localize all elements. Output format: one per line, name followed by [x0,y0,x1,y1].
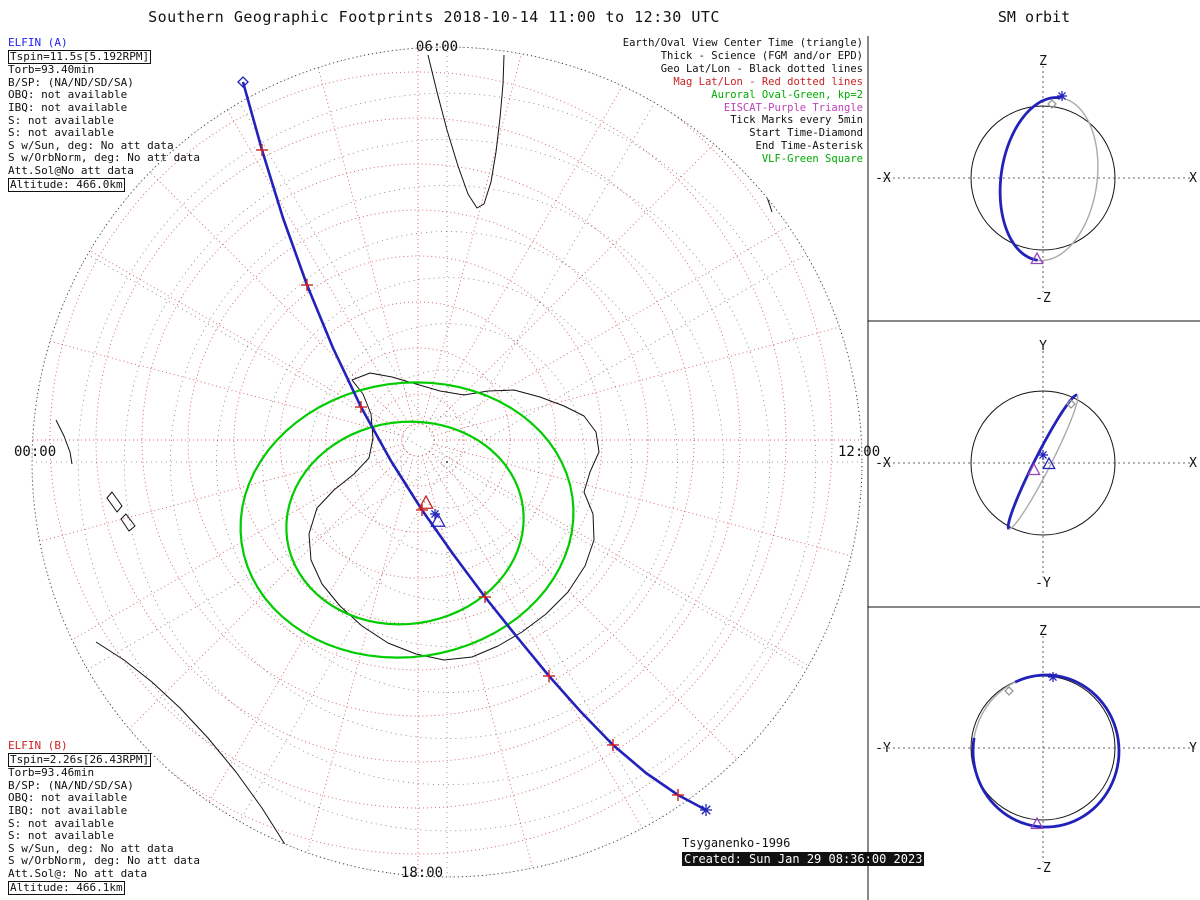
text-line: S w/Sun, deg: No att data [8,138,174,152]
text-line: Geo Lat/Lon - Black dotted lines [660,62,863,75]
text-line: Torb=93.40min [8,63,95,77]
svg-text:X: X [1189,456,1197,471]
svg-text:-Z: -Z [1035,861,1051,876]
text-line: Torb=93.46min [8,766,95,780]
orbit-panel-xz: Z -Z -X X [875,54,1197,306]
sm-orbit-title: SM orbit [997,8,1071,26]
text-line: Att.Sol@: No att data [8,866,148,880]
text-line: S: not available [8,113,114,127]
text-line: Tick Marks every 5min [730,114,863,127]
text-line: OBQ: not available [8,88,128,102]
text-line: Auroral Oval-Green, kp=2 [711,88,863,101]
text-line: ELFIN (B) [8,739,68,752]
panel-dividers [867,36,1200,900]
map-grid [32,47,862,877]
svg-text:-Y: -Y [1035,576,1051,591]
svg-text:Y: Y [1189,741,1197,756]
clock-labels: 06:00 00:00 12:00 18:00 [14,39,880,881]
svg-text:Z: Z [1039,624,1047,639]
created-timestamp: Created: Sun Jan 29 08:36:00 2023 [682,852,925,866]
text-line: Earth/Oval View Center Time (triangle) [622,37,863,49]
elfin-b-info: ELFIN (B) Tspin=2.26s[26.43RPM] Torb=93.46… [8,739,201,896]
created-text: Created: Sun Jan 29 08:36:00 2023 [682,852,925,866]
text-line: S w/OrbNorm, deg: No att data [8,151,201,165]
text-line: S w/Sun, deg: No att data [8,841,174,855]
text-line: Altitude: 466.1km [8,880,125,896]
text-line: Altitude: 466.0km [8,177,125,193]
text-line: Mag Lat/Lon - Red dotted lines [673,75,863,88]
orbit-panel-yz: Z -Z -Y Y [875,624,1197,876]
svg-text:-X: -X [875,456,891,471]
svg-text:Z: Z [1039,54,1047,69]
text-line: IBQ: not available [8,100,128,114]
text-line: S: not available [8,829,114,843]
elfin-a-info: ELFIN (A) Tspin=11.5s[5.192RPM] Torb=93.40… [8,36,201,193]
svg-text:-Z: -Z [1035,291,1051,306]
svg-text:X: X [1189,171,1197,186]
svg-text:00:00: 00:00 [14,444,56,460]
orbit-panel-xy: Y -Y -X X [875,339,1197,591]
svg-text:-X: -X [875,171,891,186]
text-line: VLF-Green Square [761,153,863,166]
text-line: B/SP: (NA/ND/SD/SA) [8,778,134,792]
svg-text:12:00: 12:00 [838,444,880,460]
track-ticks [256,144,684,801]
text-line: Att.Sol@No att data [8,163,134,177]
text-line: Thick - Science (FGM and/or EPD) [660,49,863,62]
text-line: Tspin=11.5s[5.192RPM] [8,49,152,65]
svg-text:18:00: 18:00 [401,865,443,881]
text-line: S: not available [8,816,114,830]
text-line: IBQ: not available [8,803,128,817]
text-line: End Time-Asterisk [755,140,863,153]
satellite-track [241,81,707,812]
text-line: S w/OrbNorm, deg: No att data [8,854,201,868]
text-line: OBQ: not available [8,791,128,805]
text-line: Start Time-Diamond [749,127,863,140]
text-line: ELFIN (A) [8,36,68,49]
svg-text:06:00: 06:00 [416,39,458,55]
svg-text:-Y: -Y [875,741,891,756]
text-line: B/SP: (NA/ND/SD/SA) [8,75,134,89]
plot-title: Southern Geographic Footprints 2018-10-1… [148,8,720,26]
text-line: EISCAT-Purple Triangle [723,101,863,114]
auroral-oval [239,381,575,659]
text-line: Tspin=2.26s[26.43RPM] [8,752,152,768]
track-markers [237,76,712,816]
legend: Earth/Oval View Center Time (triangle) Th… [623,37,863,166]
text-line: S: not available [8,126,114,140]
model-label: Tsyganenko-1996 [682,836,791,850]
svg-text:Y: Y [1039,339,1047,354]
